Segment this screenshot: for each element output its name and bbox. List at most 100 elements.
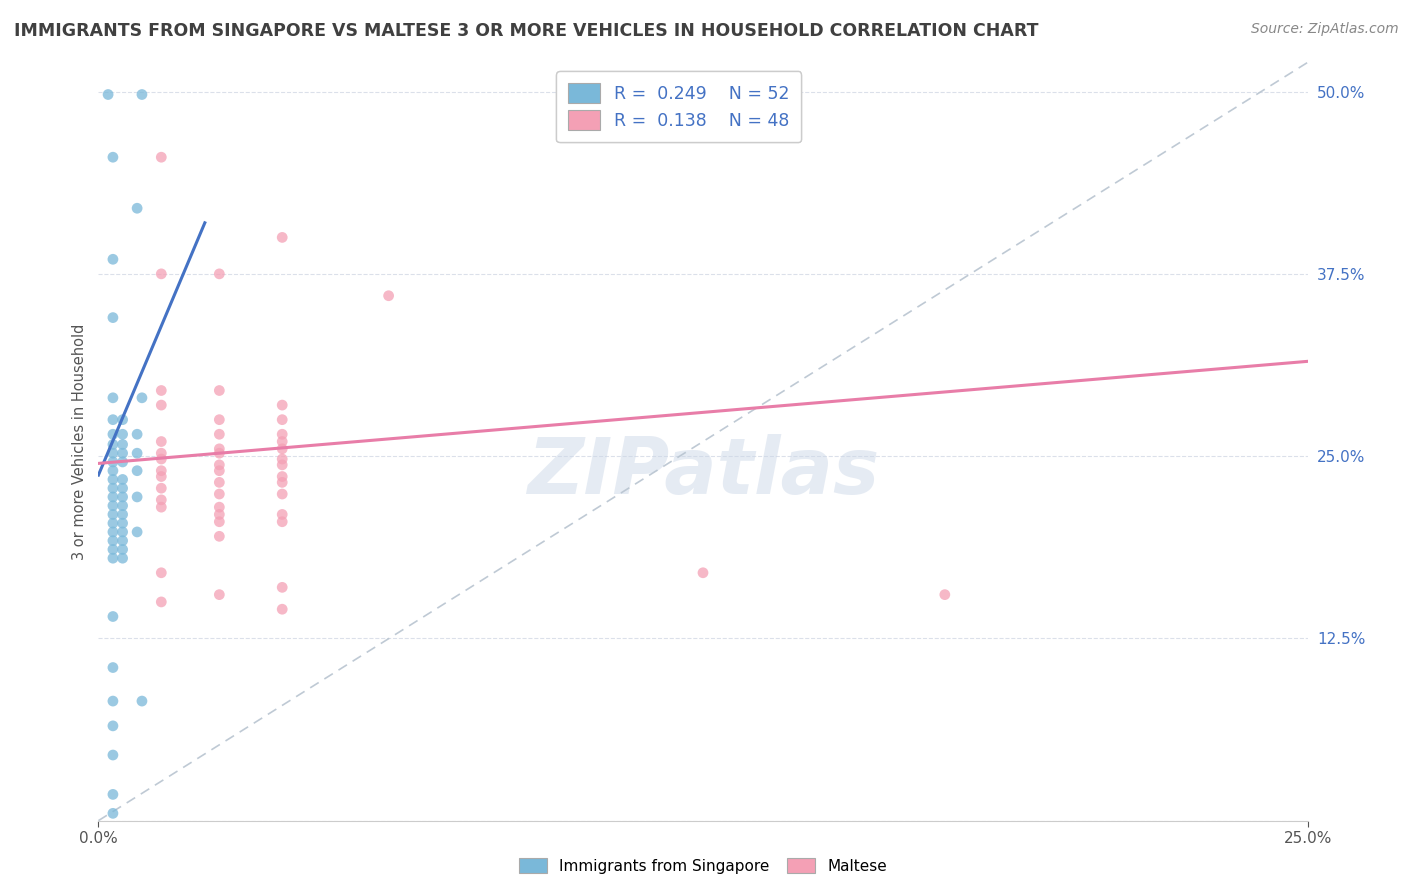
Point [150, 452, 173, 467]
Point [208, 487, 231, 501]
Point [150, 150, 173, 164]
Point [111, 427, 134, 442]
Point [101, 719, 124, 733]
Point [101, 490, 124, 504]
Point [131, 87, 153, 102]
Point [208, 475, 231, 490]
Point [127, 446, 149, 460]
Point [101, 464, 124, 478]
Point [208, 588, 231, 602]
Point [101, 747, 124, 762]
Point [127, 524, 149, 539]
Point [208, 267, 231, 281]
Point [127, 201, 149, 215]
Point [101, 806, 124, 821]
Point [111, 508, 134, 522]
Point [271, 508, 294, 522]
Point [208, 427, 231, 442]
Point [101, 150, 124, 164]
Point [271, 515, 294, 529]
Point [208, 384, 231, 398]
Point [208, 412, 231, 426]
Point [150, 464, 173, 478]
Point [101, 446, 124, 460]
Point [271, 230, 294, 244]
Point [101, 252, 124, 267]
Point [150, 398, 173, 412]
Point [111, 412, 134, 426]
Point [271, 442, 294, 456]
Text: ZIPatlas: ZIPatlas [527, 434, 879, 510]
Point [101, 551, 124, 566]
Point [208, 458, 231, 472]
Point [208, 442, 231, 456]
Point [101, 437, 124, 451]
Point [150, 500, 173, 515]
Point [111, 499, 134, 513]
Point [127, 427, 149, 442]
Point [101, 660, 124, 674]
Point [127, 490, 149, 504]
Point [111, 542, 134, 557]
Legend: Immigrants from Singapore, Maltese: Immigrants from Singapore, Maltese [513, 852, 893, 880]
Point [101, 524, 124, 539]
Point [271, 475, 294, 490]
Point [111, 524, 134, 539]
Point [111, 516, 134, 531]
Point [111, 446, 134, 460]
Point [271, 469, 294, 483]
Point [131, 391, 153, 405]
Point [101, 455, 124, 469]
Point [101, 694, 124, 708]
Point [101, 508, 124, 522]
Point [208, 529, 231, 543]
Point [111, 473, 134, 487]
Point [111, 551, 134, 566]
Point [111, 533, 134, 548]
Point [150, 595, 173, 609]
Point [101, 499, 124, 513]
Point [150, 384, 173, 398]
Point [127, 464, 149, 478]
Point [101, 533, 124, 548]
Point [150, 566, 173, 580]
Point [271, 580, 294, 594]
Point [101, 542, 124, 557]
Text: IMMIGRANTS FROM SINGAPORE VS MALTESE 3 OR MORE VEHICLES IN HOUSEHOLD CORRELATION: IMMIGRANTS FROM SINGAPORE VS MALTESE 3 O… [14, 22, 1039, 40]
Point [271, 412, 294, 426]
Y-axis label: 3 or more Vehicles in Household: 3 or more Vehicles in Household [72, 324, 87, 559]
Point [271, 434, 294, 449]
Text: Source: ZipAtlas.com: Source: ZipAtlas.com [1251, 22, 1399, 37]
Point [97, 87, 120, 102]
Point [271, 458, 294, 472]
Point [111, 455, 134, 469]
Point [111, 490, 134, 504]
Point [377, 289, 399, 303]
Point [208, 500, 231, 515]
Point [150, 434, 173, 449]
Point [150, 492, 173, 507]
Point [150, 481, 173, 495]
Point [271, 602, 294, 616]
Point [101, 391, 124, 405]
Point [101, 481, 124, 495]
Legend: R =  0.249    N = 52, R =  0.138    N = 48: R = 0.249 N = 52, R = 0.138 N = 48 [557, 71, 801, 143]
Point [101, 412, 124, 426]
Point [208, 446, 231, 460]
Point [271, 487, 294, 501]
Point [111, 481, 134, 495]
Point [101, 310, 124, 325]
Point [208, 515, 231, 529]
Point [271, 398, 294, 412]
Point [150, 446, 173, 460]
Point [208, 464, 231, 478]
Point [208, 508, 231, 522]
Point [101, 788, 124, 802]
Point [101, 427, 124, 442]
Point [131, 694, 153, 708]
Point [101, 516, 124, 531]
Point [150, 469, 173, 483]
Point [271, 452, 294, 467]
Point [111, 437, 134, 451]
Point [271, 427, 294, 442]
